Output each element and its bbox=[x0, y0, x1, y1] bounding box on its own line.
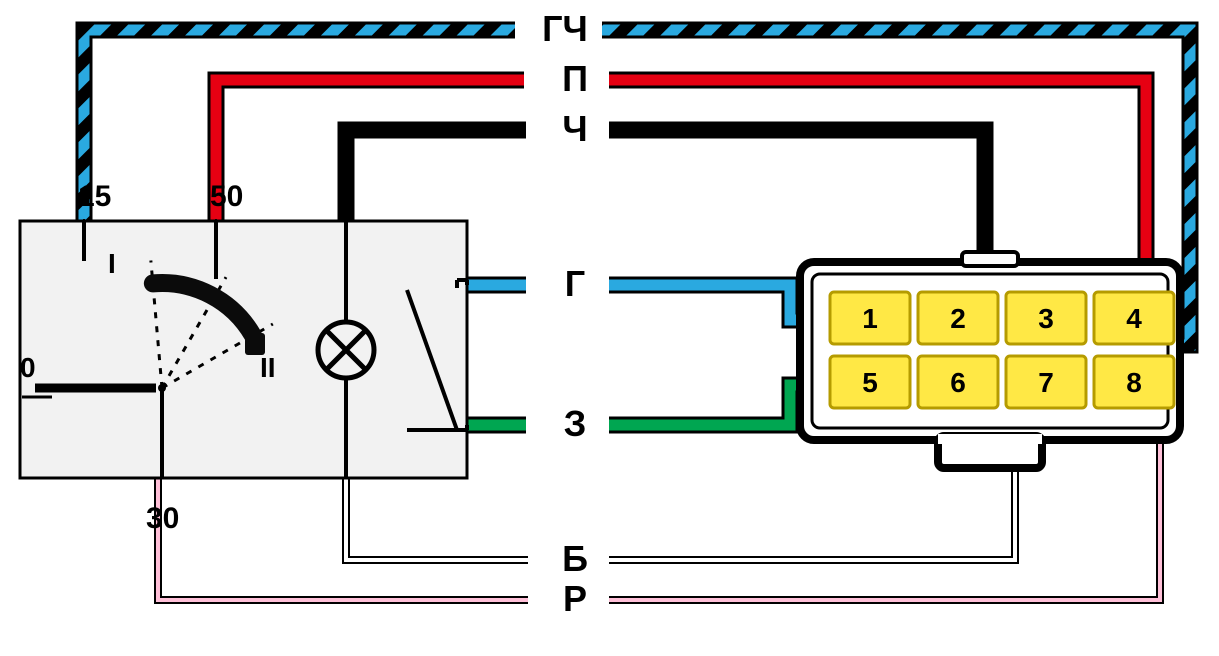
switch-pos-II-label: II bbox=[260, 352, 276, 384]
wire-label-GCh: ГЧ bbox=[539, 8, 591, 50]
connector-pin-number: 8 bbox=[1126, 367, 1142, 398]
wire-label-P: П bbox=[549, 58, 601, 100]
terminal-30-label: 30 bbox=[146, 502, 179, 536]
connector-pin-number: 6 bbox=[950, 367, 966, 398]
terminal-50-label: 50 bbox=[210, 180, 243, 214]
switch-pos-I-label: I bbox=[108, 248, 116, 280]
wire-label-Z: З bbox=[549, 403, 601, 445]
wire-label-G: Г bbox=[549, 263, 601, 305]
wire-label-B: Б bbox=[549, 538, 601, 580]
connector-pin-number: 3 bbox=[1038, 303, 1054, 334]
wire-label-R: Р bbox=[549, 578, 601, 620]
switch-pos-0-label: 0 bbox=[20, 352, 36, 384]
connector-pin-number: 7 bbox=[1038, 367, 1054, 398]
connector-pin-number: 2 bbox=[950, 303, 966, 334]
connector-pin-number: 4 bbox=[1126, 303, 1142, 334]
terminal-15-label: 15 bbox=[78, 180, 111, 214]
wire-label-Ch: Ч bbox=[549, 108, 601, 150]
connector-pin-number: 1 bbox=[862, 303, 878, 334]
connector-pin-number: 5 bbox=[862, 367, 878, 398]
